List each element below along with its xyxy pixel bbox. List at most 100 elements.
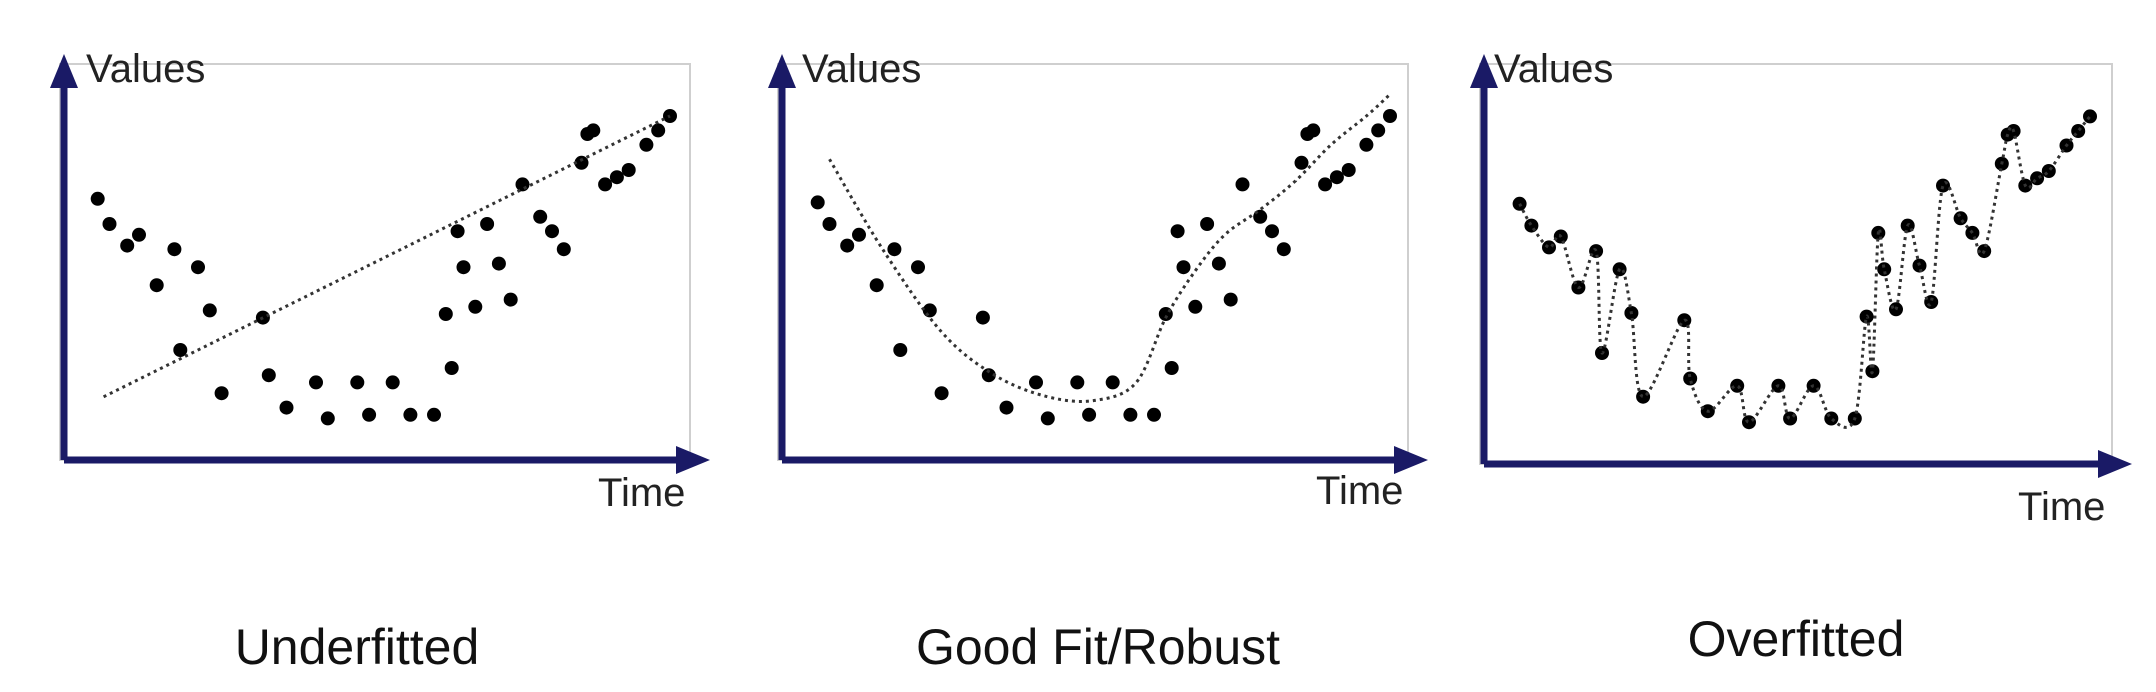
fit-line [102,114,671,399]
data-point [1318,177,1333,192]
data-point [609,170,624,185]
data-point [911,260,925,275]
data-point [309,375,323,390]
panel-caption: Good Fit/Robust [916,619,1280,675]
x-axis-label: Time [1316,469,1403,513]
data-point [1341,163,1356,177]
y-axis-arrow [768,54,796,88]
data-point [2059,138,2074,153]
data-point [202,303,217,318]
data-point [515,177,530,192]
x-axis-arrow [676,446,710,474]
data-point [1123,407,1138,422]
data-point [852,227,866,242]
fit-curve [828,93,1392,403]
data-point [362,407,377,422]
data-point [1158,307,1173,321]
data-point [840,238,855,253]
x-axis-label: Time [598,471,685,515]
data-point [132,227,146,242]
data-point [503,292,518,307]
data-point [922,303,937,318]
data-point [468,299,483,314]
data-point [403,407,418,422]
data-point [102,217,117,231]
data-point [1040,411,1055,426]
data-point [173,343,188,357]
data-point [2041,164,2056,178]
data-point [90,191,105,206]
data-point [1683,371,1698,386]
data-point [651,123,666,138]
data-point [1082,407,1097,422]
data-point [1542,240,1556,255]
data-point [167,242,182,257]
panel-caption: Overfitted [1688,611,1905,667]
data-point [350,375,365,390]
data-point [427,407,441,422]
data-point [533,209,548,224]
data-point [1176,260,1191,275]
data-point [120,238,135,253]
data-point [438,307,453,321]
panel-underfitted: Values Time Underfitted [50,47,710,675]
data-point [586,123,601,138]
data-point [1953,211,1968,226]
data-point [1900,218,1915,233]
data-point [893,343,908,357]
x-axis-label: Time [2018,485,2105,529]
data-point [279,400,294,415]
data-point [1383,109,1397,123]
data-point [191,260,205,275]
data-point [456,260,471,275]
x-axis-arrow [1394,446,1428,474]
data-point [1294,155,1309,170]
data-point [1994,156,2009,171]
data-point [2030,171,2045,186]
data-points [90,109,677,426]
data-point [556,242,571,257]
data-point [639,137,654,152]
data-point [1223,292,1238,307]
plot-frame [1479,63,2113,465]
data-point [2071,124,2086,138]
data-point [1677,313,1692,328]
data-point [1329,170,1344,185]
data-point [1235,177,1250,192]
data-point [1105,375,1120,390]
data-point [1211,256,1226,271]
data-point [450,224,465,239]
data-point [981,368,996,383]
data-point [149,278,164,293]
data-point [1359,137,1374,152]
data-point [1877,262,1892,277]
fit-curve [1518,115,2092,429]
data-point [1265,224,1279,239]
y-axis-arrow [50,54,78,88]
panel-good-fit: Values Time Good Fit/Robust [768,47,1428,675]
data-point [545,224,559,239]
data-point [491,256,506,271]
data-point [1824,411,1839,426]
panel-overfitted: Values Time Overfitted [1470,47,2132,667]
data-point [214,386,229,401]
data-point [574,155,589,170]
data-point [1524,218,1539,233]
data-point [320,411,335,426]
y-axis-arrow [1470,54,1498,88]
data-point [1889,302,1903,317]
data-point [1742,415,1756,430]
data-point [1276,242,1291,257]
data-point [1200,217,1215,231]
data-point [1306,123,1321,138]
data-point [999,400,1014,415]
data-point [934,386,949,401]
data-point [444,361,459,375]
y-axis-label: Values [1494,47,1613,91]
data-point [385,375,400,390]
y-axis-label: Values [86,47,205,91]
data-point [621,163,636,177]
data-point [1029,375,1043,390]
x-axis-arrow [2098,450,2132,478]
